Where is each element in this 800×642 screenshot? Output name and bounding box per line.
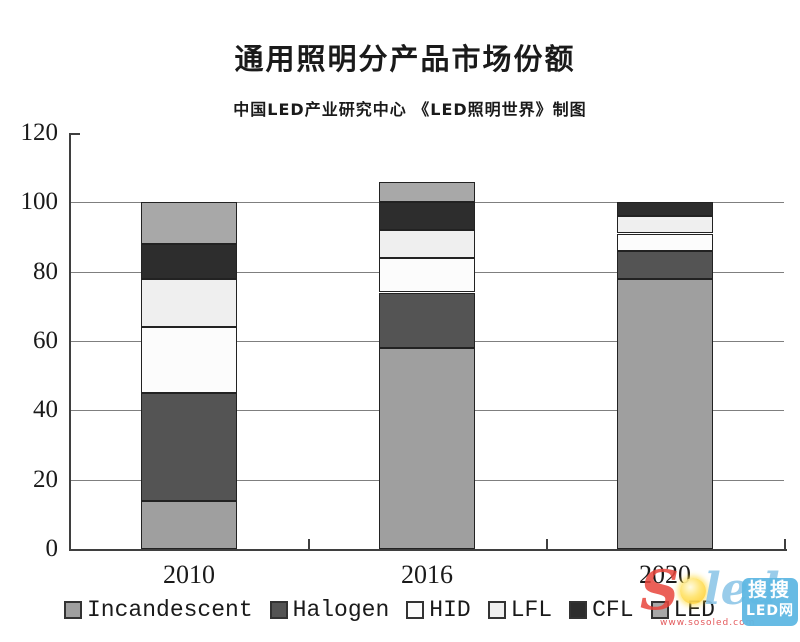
y-axis	[69, 133, 71, 549]
legend-swatch-led	[650, 601, 669, 619]
y-axis-label-120: 120	[20, 119, 59, 146]
legend-swatch-lfl	[487, 601, 506, 619]
legend-item-hid: HID	[406, 597, 471, 623]
bar-segment-2020-incandescent	[617, 278, 713, 549]
legend-swatch-cfl	[569, 601, 588, 619]
bar-segment-2010-cfl	[141, 243, 237, 279]
legend-label-led: LED	[673, 597, 715, 623]
bar-segment-2020-lfl	[617, 216, 713, 234]
y-axis-label-80: 80	[33, 257, 58, 285]
y-axis-label-100: 100	[20, 188, 59, 216]
legend-swatch-hid	[406, 601, 425, 619]
bar-segment-2010-lfl	[141, 278, 237, 328]
x-axis	[69, 549, 787, 551]
bar-segment-2020-hid	[617, 233, 713, 251]
chart-title: 通用照明分产品市场份额	[234, 42, 576, 76]
legend-item-cfl: CFL	[569, 597, 634, 623]
x-axis-tick-2	[546, 539, 548, 549]
legend-label-lfl: LFL	[510, 597, 553, 623]
y-axis-label-20: 20	[33, 465, 58, 493]
y-axis-label-60: 60	[33, 327, 58, 354]
y-axis-label-40: 40	[33, 396, 58, 424]
chart-subtitle: 中国LED产业研究中心 《LED照明世界》制图	[233, 100, 587, 119]
bar-segment-2020-cfl	[617, 202, 713, 217]
bar-segment-2020-halogen	[617, 250, 713, 279]
bar-segment-2016-incandescent	[379, 347, 475, 549]
legend-label-hid: HID	[429, 597, 471, 623]
x-axis-label-2016: 2016	[401, 560, 453, 589]
legend-item-led: LED	[650, 597, 715, 623]
legend-label-halogen: Halogen	[292, 597, 390, 623]
legend-item-incandescent: Incandescent	[64, 597, 253, 623]
x-axis-label-2020: 2020	[639, 560, 691, 589]
bar-segment-2010-incandescent	[141, 500, 237, 549]
x-axis-tick-3	[784, 539, 786, 549]
legend: Incandescent Halogen HID LFL CFL LED	[64, 597, 715, 623]
x-axis-label-2010: 2010	[163, 560, 215, 589]
y-axis-label-0: 0	[45, 535, 59, 562]
bar-segment-2016-cfl	[379, 202, 475, 230]
legend-label-incandescent: Incandescent	[87, 597, 253, 623]
legend-label-cfl: CFL	[592, 597, 634, 623]
bar-segment-2016-hid	[379, 257, 475, 293]
bar-segment-2010-halogen	[141, 393, 237, 501]
bar-segment-2016-lfl	[379, 230, 475, 258]
x-axis-tick-1	[308, 539, 310, 549]
legend-item-halogen: Halogen	[269, 597, 390, 623]
legend-swatch-incandescent	[64, 601, 82, 619]
bar-segment-2016-led	[379, 181, 475, 203]
legend-item-lfl: LFL	[487, 597, 553, 623]
bar-segment-2010-led	[141, 202, 237, 244]
bar-segment-2016-halogen	[379, 292, 475, 348]
legend-swatch-halogen	[269, 601, 288, 619]
bar-segment-2010-hid	[141, 327, 237, 393]
y-axis-top-tick	[70, 133, 80, 135]
